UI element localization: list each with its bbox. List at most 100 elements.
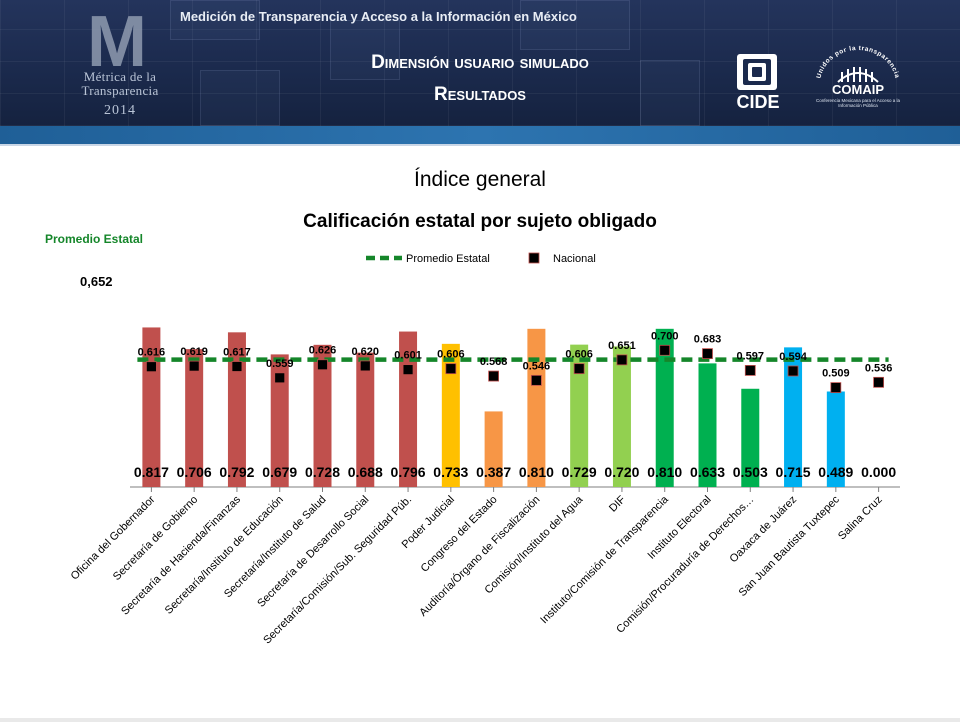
bar: [185, 349, 204, 487]
nacional-value-label: 0.606: [565, 349, 593, 361]
bar-value-label: 0.387: [476, 464, 511, 480]
bar-value-label: 0.728: [305, 464, 340, 480]
nacional-value-label: 0.509: [822, 368, 850, 380]
comaip-logo-icon: Unidos por la transparencia: [816, 45, 900, 83]
metrica-logo-icon: M: [87, 8, 147, 70]
bar-value-label: 0.733: [433, 464, 468, 480]
legend-promedio-label: Promedio Estatal: [406, 253, 490, 265]
category-label: Secretaría de Gobierno: [111, 494, 200, 583]
chart-title: Calificación estatal por sujeto obligado: [303, 211, 657, 232]
nacional-value-label: 0.683: [694, 334, 722, 346]
nacional-value-label: 0.651: [608, 340, 636, 352]
nacional-value-label: 0.620: [352, 346, 380, 358]
nacional-marker: [445, 363, 457, 375]
nacional-marker: [573, 363, 585, 375]
nacional-value-label: 0.601: [394, 350, 422, 362]
nacional-marker: [702, 348, 713, 360]
banner-pattern-tile: [170, 0, 260, 40]
metrica-logo-text: Métrica de la Transparencia: [81, 69, 159, 98]
nacional-value-label: 0.617: [223, 347, 251, 359]
bar: [612, 346, 631, 487]
nacional-marker: [188, 360, 200, 372]
bar-value-label: 0.489: [818, 464, 853, 480]
banner-divider: [0, 144, 960, 146]
nacional-marker: [488, 370, 500, 382]
nacional-value-label: 0.700: [651, 330, 679, 342]
nacional-marker: [787, 365, 799, 377]
nacional-marker: [145, 361, 157, 373]
banner-subtitle: Medición de Transparencia y Acceso a la …: [180, 9, 577, 24]
banner-pattern-tile: [200, 70, 280, 126]
nacional-marker: [659, 344, 671, 356]
bar: [698, 363, 717, 487]
bar-value-label: 0.679: [262, 464, 297, 480]
footer-divider: [0, 718, 960, 722]
nacional-marker: [359, 360, 371, 372]
bar: [784, 347, 803, 487]
nacional-value-label: 0.606: [437, 349, 465, 361]
bar-value-label: 0.503: [733, 464, 768, 480]
nacional-marker: [274, 372, 286, 384]
bar: [356, 352, 375, 487]
nacional-marker: [830, 382, 842, 393]
banner-stripe: [0, 126, 960, 144]
bar-value-label: 0.729: [562, 464, 597, 480]
nacional-marker: [873, 376, 885, 388]
bar-value-label: 0.792: [219, 464, 254, 480]
bar-value-label: 0.715: [776, 464, 811, 480]
nacional-value-label: 0.536: [865, 362, 893, 374]
banner-pattern-tile: [330, 20, 400, 80]
bar: [826, 391, 845, 487]
nacional-marker: [231, 361, 243, 372]
nacional-value-label: 0.559: [266, 358, 294, 370]
bar-value-label: 0.817: [134, 464, 169, 480]
banner-pattern-tile: [640, 60, 700, 126]
category-label: DIF: [607, 493, 628, 514]
comaip-logo-subtitle: Conferencia Mexicana para el Acceso a la…: [815, 98, 901, 108]
bar-value-label: 0.633: [690, 464, 725, 480]
nacional-value-label: 0.619: [180, 346, 208, 358]
nacional-marker: [402, 364, 414, 376]
nacional-value-label: 0.546: [523, 360, 551, 372]
header-banner: M Métrica de la Transparencia 2014 Medic…: [0, 0, 960, 126]
metrica-logo-letter: M: [87, 8, 147, 70]
bar-value-label: 0.796: [391, 464, 426, 480]
category-label: Secretaría/Comisión/Sub. Seguridad Púb.: [261, 494, 414, 647]
bar: [527, 328, 546, 487]
cide-logo-text: CIDE: [736, 92, 780, 112]
nacional-marker: [530, 374, 542, 386]
bar: [313, 344, 332, 487]
bar-value-label: 0.720: [604, 464, 639, 480]
bar: [741, 388, 760, 487]
nacional-marker: [744, 365, 756, 376]
category-label: Oficina del Gobernador: [69, 493, 158, 582]
nacional-value-label: 0.626: [309, 345, 337, 357]
bar: [270, 354, 289, 487]
nacional-value-label: 0.594: [779, 351, 807, 363]
promedio-estatal-value: 0,652: [80, 274, 113, 289]
bar-value-label: 0.810: [519, 464, 554, 480]
bar: [655, 328, 674, 487]
category-label: Congreso del Estado: [419, 494, 500, 575]
nacional-marker: [317, 359, 328, 371]
category-label: Salina Cruz: [836, 494, 885, 543]
metrica-logo-year: 2014: [104, 103, 136, 118]
nacional-value-label: 0.597: [737, 350, 765, 362]
nacional-value-label: 0.616: [138, 347, 166, 359]
bar-value-label: 0.000: [861, 464, 896, 480]
page-subtitle: Resultados: [434, 84, 526, 105]
section-title: Índice general: [414, 168, 546, 191]
nacional-value-label: 0.568: [480, 356, 508, 368]
bar: [570, 344, 589, 487]
nacional-marker: [616, 354, 628, 366]
promedio-estatal-label: Promedio Estatal: [44, 232, 144, 246]
comaip-logo-text: COMAIP: [832, 82, 884, 97]
legend-nacional-label: Nacional: [553, 253, 596, 265]
bar: [441, 343, 460, 487]
bar-value-label: 0.706: [177, 464, 212, 480]
page-title: Dimensión usuario simulado: [371, 52, 589, 73]
bar: [484, 411, 503, 487]
bar-value-label: 0.688: [348, 464, 383, 480]
legend-nacional-swatch: [528, 252, 540, 264]
